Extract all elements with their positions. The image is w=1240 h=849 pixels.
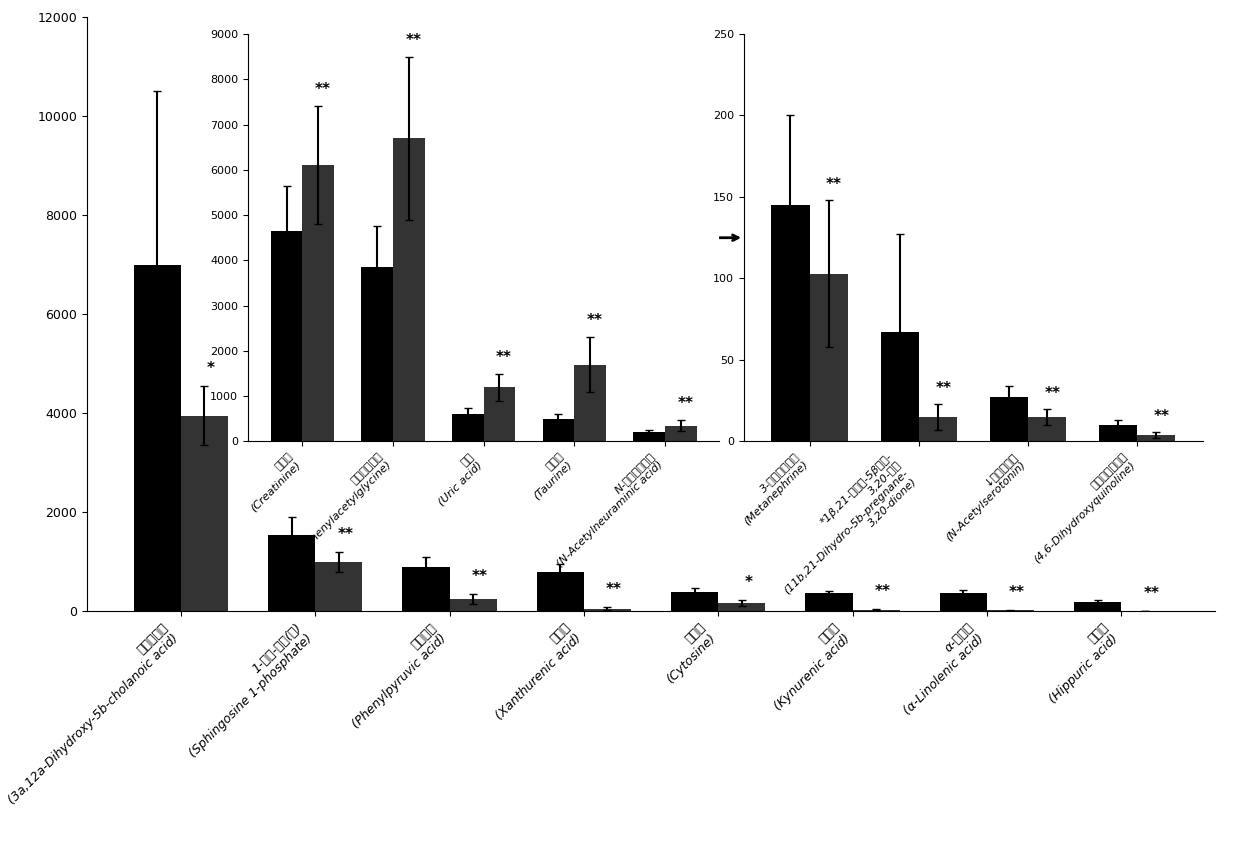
Bar [671,593,718,611]
Bar [403,567,449,611]
Text: **: ** [405,32,422,48]
Bar [1028,417,1066,441]
Bar [449,599,496,611]
Text: **: ** [874,584,890,599]
Bar [574,364,606,441]
Bar [771,205,810,441]
Bar [537,571,584,611]
Bar [987,610,1034,611]
Bar [303,166,334,441]
Text: **: ** [1009,585,1025,600]
Bar [451,414,484,441]
Bar [484,387,516,441]
Bar [270,231,303,441]
Bar [543,419,574,441]
Bar [134,265,181,611]
Bar [990,397,1028,441]
Bar [393,138,424,441]
Bar [1099,425,1137,441]
Bar [268,535,315,611]
Bar [665,425,697,441]
Text: **: ** [1143,586,1159,600]
Bar [634,432,665,441]
Bar [361,267,393,441]
Text: **: ** [826,177,842,192]
Text: **: ** [587,313,603,329]
Text: **: ** [606,582,622,598]
Bar [853,610,899,611]
Bar [1137,435,1176,441]
Text: *: * [207,361,215,376]
Bar [1074,602,1121,611]
Bar [718,603,765,611]
Text: **: ** [496,350,512,364]
Bar [940,593,987,611]
Bar [880,332,919,441]
Bar [181,416,228,611]
Bar [584,609,631,611]
Text: **: ** [1154,408,1169,424]
Text: **: ** [315,82,331,98]
Text: **: ** [471,569,487,584]
Text: **: ** [677,396,693,411]
Bar [806,593,853,611]
Text: *: * [744,575,753,590]
Text: **: ** [337,527,353,542]
Bar [315,562,362,611]
Text: **: ** [935,381,951,396]
Bar [810,273,848,441]
Bar [919,417,957,441]
Text: **: ** [1044,385,1060,401]
